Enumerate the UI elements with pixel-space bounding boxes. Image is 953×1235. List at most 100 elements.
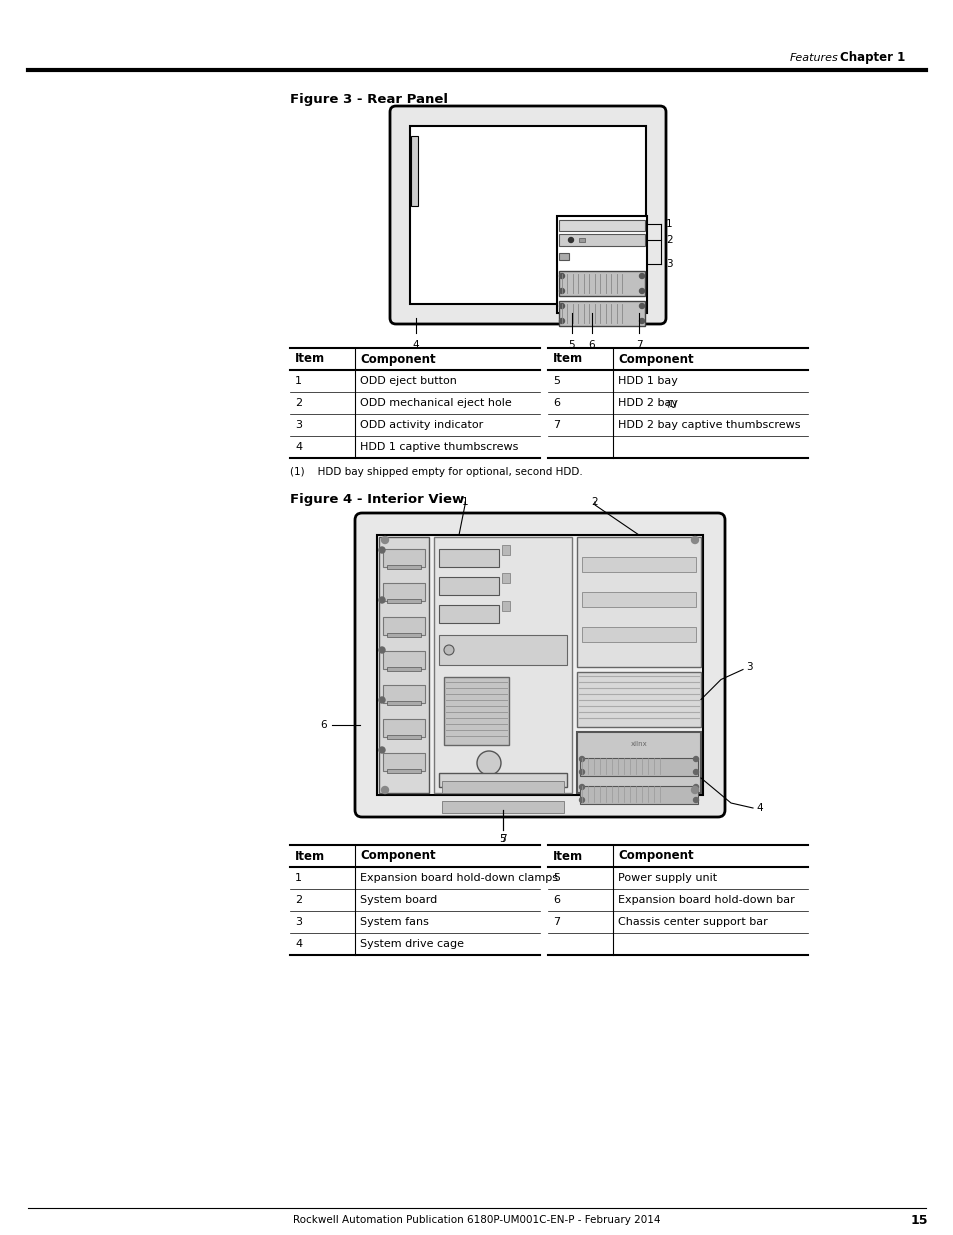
Bar [558, 253, 568, 261]
Text: 6: 6 [553, 398, 559, 408]
Bar [387, 564, 420, 569]
Circle shape [693, 769, 698, 774]
Bar [387, 735, 420, 739]
Text: HDD 2 bay captive thumbscrews: HDD 2 bay captive thumbscrews [618, 420, 800, 430]
Circle shape [639, 289, 644, 294]
Circle shape [639, 319, 644, 324]
Text: Chassis center support bar: Chassis center support bar [618, 918, 767, 927]
Text: 6: 6 [320, 720, 327, 730]
Bar [382, 719, 424, 737]
Text: (1): (1) [665, 400, 676, 410]
Bar [441, 781, 563, 793]
Bar [577, 672, 700, 727]
Text: System fans: System fans [359, 918, 429, 927]
Bar [387, 769, 420, 773]
Text: 5: 5 [568, 340, 575, 350]
FancyBboxPatch shape [390, 106, 665, 324]
Bar [558, 270, 644, 296]
Text: 1: 1 [461, 496, 468, 508]
Text: HDD 1 captive thumbscrews: HDD 1 captive thumbscrews [359, 442, 517, 452]
Text: ODD eject button: ODD eject button [359, 375, 456, 387]
Circle shape [578, 798, 584, 803]
Bar [558, 233, 644, 246]
Bar [577, 732, 700, 793]
Bar [438, 635, 566, 664]
Circle shape [378, 747, 385, 753]
Bar [438, 773, 566, 787]
Text: 4: 4 [294, 442, 302, 452]
Text: 7: 7 [553, 420, 559, 430]
Circle shape [378, 597, 385, 603]
Bar [501, 573, 510, 583]
Text: Power supply unit: Power supply unit [618, 873, 717, 883]
Text: Item: Item [294, 352, 325, 366]
Bar [387, 634, 420, 637]
Bar [382, 550, 424, 567]
Text: 6: 6 [588, 340, 595, 350]
Text: 4: 4 [294, 939, 302, 948]
Bar [501, 601, 510, 611]
Circle shape [378, 697, 385, 703]
Text: (1)    HDD bay shipped empty for optional, second HDD.: (1) HDD bay shipped empty for optional, … [290, 467, 582, 477]
Circle shape [693, 798, 698, 803]
Text: ODD activity indicator: ODD activity indicator [359, 420, 483, 430]
Bar [411, 136, 417, 206]
Circle shape [693, 784, 698, 789]
Text: Rockwell Automation Publication 6180P-UM001C-EN-P - February 2014: Rockwell Automation Publication 6180P-UM… [293, 1215, 660, 1225]
Circle shape [497, 776, 507, 785]
Bar [581, 627, 696, 642]
Bar [382, 753, 424, 771]
Bar [501, 545, 510, 555]
Text: 2: 2 [294, 398, 302, 408]
Bar [557, 216, 646, 312]
Text: 2: 2 [665, 235, 672, 245]
Circle shape [578, 784, 584, 789]
Text: 3: 3 [294, 420, 302, 430]
Circle shape [691, 787, 698, 794]
Text: 7: 7 [499, 834, 506, 844]
Bar [382, 651, 424, 669]
Bar [558, 220, 644, 231]
Text: xilnx: xilnx [630, 741, 647, 747]
Text: Figure 3 - Rear Panel: Figure 3 - Rear Panel [290, 94, 448, 106]
Text: Component: Component [359, 850, 436, 862]
Bar [387, 701, 420, 705]
Text: HDD 1 bay: HDD 1 bay [618, 375, 678, 387]
Bar [378, 537, 429, 793]
Circle shape [639, 273, 644, 279]
Bar [376, 535, 702, 795]
Circle shape [558, 319, 564, 324]
Text: System board: System board [359, 895, 436, 905]
Circle shape [639, 304, 644, 309]
Bar [581, 592, 696, 606]
Text: 7: 7 [635, 340, 641, 350]
Text: 5: 5 [499, 834, 506, 844]
Text: 6: 6 [553, 895, 559, 905]
Circle shape [381, 536, 388, 543]
Bar [581, 557, 696, 572]
Bar [382, 685, 424, 703]
Text: 3: 3 [745, 662, 752, 673]
Bar [579, 758, 698, 776]
Text: 4: 4 [413, 340, 419, 350]
Text: 5: 5 [553, 375, 559, 387]
Bar [443, 677, 509, 745]
Text: Component: Component [618, 352, 693, 366]
Bar [438, 577, 498, 595]
Text: Item: Item [553, 352, 582, 366]
Bar [579, 785, 698, 804]
Circle shape [693, 757, 698, 762]
Circle shape [378, 647, 385, 653]
Bar [387, 599, 420, 603]
Text: 1: 1 [294, 375, 302, 387]
Bar [387, 667, 420, 671]
Circle shape [476, 751, 500, 776]
Bar [410, 126, 645, 304]
Circle shape [378, 547, 385, 553]
Circle shape [443, 645, 454, 655]
Text: Features: Features [789, 53, 838, 63]
Text: HDD 2 bay: HDD 2 bay [618, 398, 678, 408]
Text: 5: 5 [553, 873, 559, 883]
Bar [438, 605, 498, 622]
Text: 15: 15 [909, 1214, 927, 1226]
